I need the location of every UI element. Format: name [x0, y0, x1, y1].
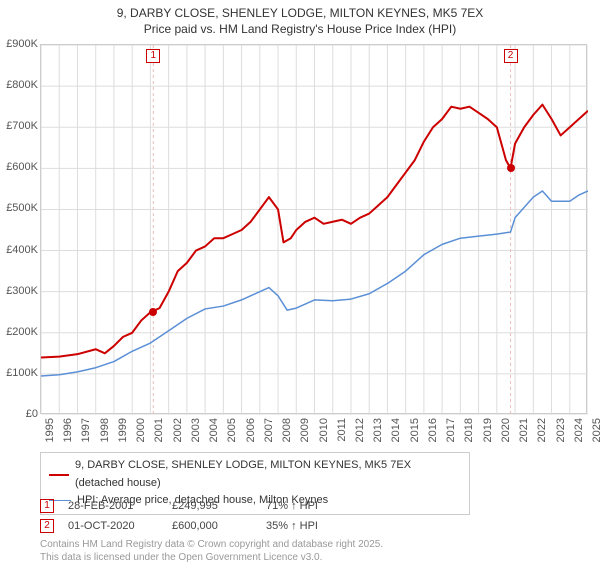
title-line-1: 9, DARBY CLOSE, SHENLEY LODGE, MILTON KE…	[0, 6, 600, 22]
x-tick-label: 2023	[555, 418, 567, 442]
x-tick-label: 2005	[226, 418, 238, 442]
tx-price: £249,995	[172, 500, 252, 512]
y-tick-label: £200K	[0, 326, 38, 338]
transaction-row: 2 01-OCT-2020 £600,000 35% ↑ HPI	[40, 516, 346, 536]
x-tick-label: 2009	[299, 418, 311, 442]
x-tick-label: 2001	[153, 418, 165, 442]
y-tick-label: £700K	[0, 120, 38, 132]
y-tick-label: £0	[0, 408, 38, 420]
x-tick-label: 2017	[445, 418, 457, 442]
tx-marker: 2	[40, 519, 54, 533]
marker-label-box: 2	[504, 49, 518, 63]
legend-label-price-paid: 9, DARBY CLOSE, SHENLEY LODGE, MILTON KE…	[75, 457, 461, 492]
x-tick-label: 2008	[281, 418, 293, 442]
x-tick-label: 2016	[427, 418, 439, 442]
transaction-row: 1 28-FEB-2001 £249,995 71% ↑ HPI	[40, 496, 346, 516]
y-tick-label: £400K	[0, 244, 38, 256]
x-tick-label: 2000	[135, 418, 147, 442]
tx-delta: 71% ↑ HPI	[266, 500, 346, 512]
x-tick-label: 2012	[354, 418, 366, 442]
x-tick-label: 2010	[318, 418, 330, 442]
title-line-2: Price paid vs. HM Land Registry's House …	[0, 22, 600, 38]
marker-dot	[149, 308, 157, 316]
tx-marker: 1	[40, 499, 54, 513]
x-tick-label: 2002	[172, 418, 184, 442]
x-tick-label: 2022	[536, 418, 548, 442]
x-tick-label: 2019	[482, 418, 494, 442]
footer-line-1: Contains HM Land Registry data © Crown c…	[40, 538, 383, 551]
tx-delta: 35% ↑ HPI	[266, 520, 346, 532]
x-tick-label: 2021	[518, 418, 530, 442]
x-tick-label: 1995	[44, 418, 56, 442]
x-tick-label: 2015	[409, 418, 421, 442]
y-tick-label: £800K	[0, 79, 38, 91]
legend-item-price-paid: 9, DARBY CLOSE, SHENLEY LODGE, MILTON KE…	[49, 457, 461, 492]
tx-price: £600,000	[172, 520, 252, 532]
transactions-table: 1 28-FEB-2001 £249,995 71% ↑ HPI 2 01-OC…	[40, 496, 346, 536]
chart-title: 9, DARBY CLOSE, SHENLEY LODGE, MILTON KE…	[0, 0, 600, 37]
chart-container: 9, DARBY CLOSE, SHENLEY LODGE, MILTON KE…	[0, 0, 600, 560]
plot-area: 12	[40, 44, 587, 414]
x-tick-label: 1999	[117, 418, 129, 442]
y-tick-label: £900K	[0, 38, 38, 50]
x-tick-label: 2024	[573, 418, 585, 442]
x-tick-label: 2003	[190, 418, 202, 442]
footer-line-2: This data is licensed under the Open Gov…	[40, 551, 383, 564]
y-tick-label: £100K	[0, 367, 38, 379]
marker-label-box: 1	[146, 49, 160, 63]
x-tick-label: 2004	[208, 418, 220, 442]
plot-svg	[41, 45, 588, 415]
attribution-footer: Contains HM Land Registry data © Crown c…	[40, 538, 383, 564]
y-tick-label: £600K	[0, 161, 38, 173]
x-tick-label: 1997	[80, 418, 92, 442]
x-tick-label: 2011	[336, 418, 348, 442]
x-tick-label: 2025	[591, 418, 600, 442]
x-tick-label: 2020	[500, 418, 512, 442]
legend-swatch-price-paid	[49, 474, 69, 476]
tx-date: 01-OCT-2020	[68, 520, 158, 532]
x-tick-label: 2013	[372, 418, 384, 442]
y-tick-label: £300K	[0, 285, 38, 297]
x-tick-label: 2014	[390, 418, 402, 442]
y-tick-label: £500K	[0, 202, 38, 214]
tx-date: 28-FEB-2001	[68, 500, 158, 512]
x-tick-label: 2007	[263, 418, 275, 442]
x-tick-label: 1998	[99, 418, 111, 442]
x-tick-label: 2006	[245, 418, 257, 442]
x-tick-label: 1996	[62, 418, 74, 442]
marker-dot	[507, 164, 515, 172]
x-tick-label: 2018	[463, 418, 475, 442]
